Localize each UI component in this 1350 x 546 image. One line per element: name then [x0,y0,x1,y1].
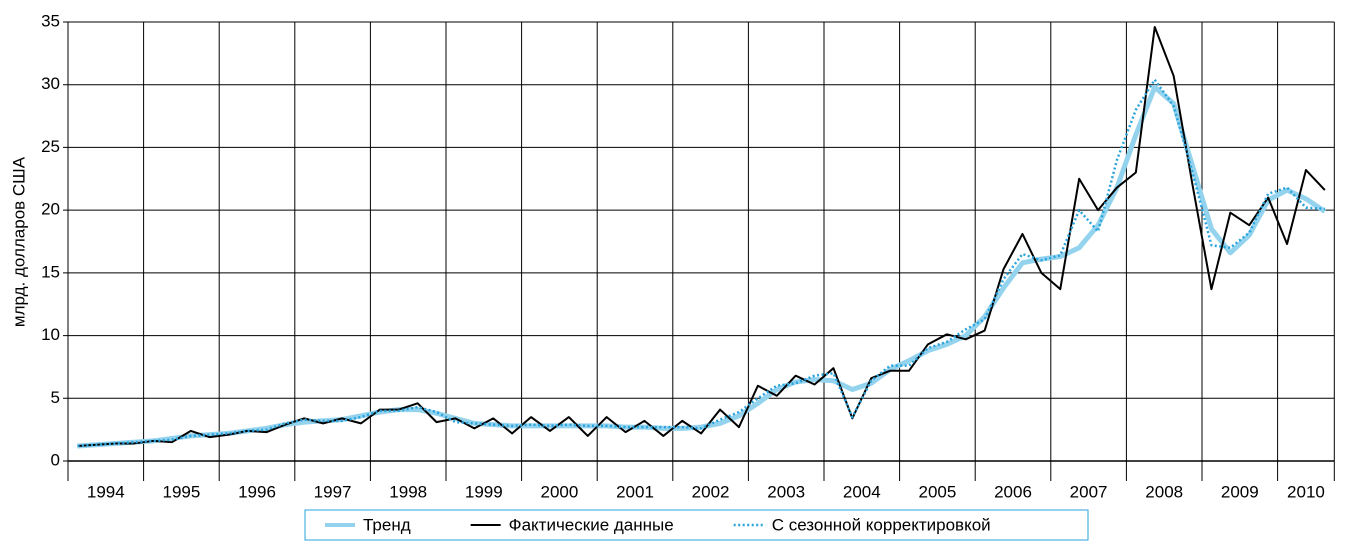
y-tick-label: 5 [51,388,60,407]
x-tick-label: 2007 [1070,482,1108,501]
y-tick-label: 35 [41,11,60,30]
legend-box [304,509,1089,541]
x-tick-label: 2002 [692,482,730,501]
y-tick-label: 15 [41,262,60,281]
y-tick-label: 10 [41,325,60,344]
x-tick-label: 2003 [767,482,805,501]
y-tick-label: 0 [51,450,60,469]
x-tick-label: 2000 [540,482,578,501]
x-tick-label: 2010 [1287,482,1325,501]
y-tick-label: 30 [41,74,60,93]
x-tick-label: 1996 [238,482,276,501]
series-line [77,78,1325,448]
x-tick-label: 2008 [1145,482,1183,501]
series-line [77,26,1326,447]
x-tick-label: 1995 [162,482,200,501]
x-tick-label: 2004 [843,482,881,501]
x-tick-label: 2009 [1221,482,1259,501]
x-tick-label: 1997 [314,482,352,501]
y-axis-label: млрд. долларов США [9,156,28,327]
x-tick-label: 1994 [87,482,125,501]
y-tick-label: 20 [41,200,60,219]
legend-label: С сезонной корректировкой [772,515,991,534]
x-tick-label: 2006 [994,482,1032,501]
x-tick-label: 2001 [616,482,654,501]
series-line [77,84,1327,449]
x-tick-label: 1999 [465,482,503,501]
legend-label: Тренд [363,515,411,534]
x-tick-label: 1998 [389,482,427,501]
legend-label: Фактические данные [509,515,674,534]
y-tick-label: 25 [41,137,60,156]
x-tick-label: 2005 [918,482,956,501]
